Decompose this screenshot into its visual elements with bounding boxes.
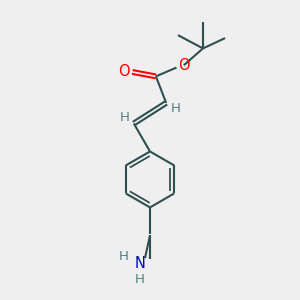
- Text: O: O: [178, 58, 190, 73]
- Text: H: H: [119, 110, 129, 124]
- Text: H: H: [135, 273, 145, 286]
- Text: H: H: [118, 250, 128, 262]
- Text: O: O: [118, 64, 130, 80]
- Text: H: H: [171, 102, 181, 115]
- Text: N: N: [134, 256, 145, 271]
